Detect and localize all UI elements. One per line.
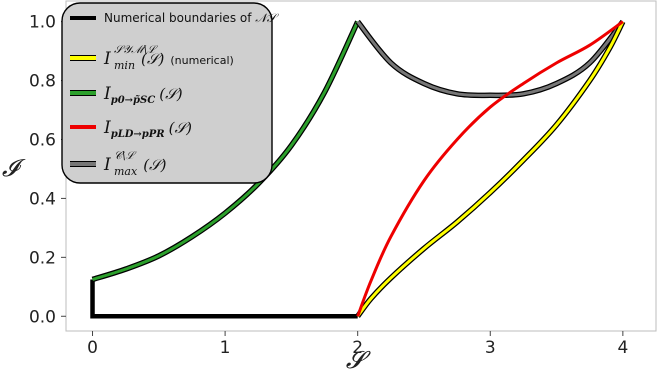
legend-label-subscript: pLD→pPR	[111, 129, 165, 140]
legend-label-main: I	[103, 49, 111, 69]
series-i-p0-psc	[91, 20, 361, 283]
series-layer	[90, 19, 626, 319]
legend-label-args: (𝒮)	[143, 156, 166, 174]
legend-label-main: I	[103, 84, 111, 104]
legend-label: I 𝒮𝒴ℳ\ℒ min (𝒮) (numerical)	[103, 43, 234, 72]
legend-label-args: (𝒮)	[141, 50, 164, 68]
legend-label-superscript: 𝒮𝒴ℳ\ℒ	[114, 43, 158, 56]
y-tick-label: 0.4	[29, 189, 56, 209]
series-i-max	[355, 19, 626, 99]
x-tick-label: 0	[87, 338, 98, 358]
x-tick-label: 2	[352, 338, 363, 358]
legend-label-args: (𝒮)	[169, 119, 192, 137]
legend-item-3: Ip0→p̃SC (𝒮)	[70, 84, 183, 106]
series-numerical-boundaries-line	[90, 279, 358, 319]
y-tick-label: 0.8	[29, 72, 56, 92]
legend-label-main: I	[103, 155, 111, 175]
legend: Numerical boundaries of 𝒩𝒮I 𝒮𝒴ℳ\ℒ min (𝒮) (n…	[61, 2, 280, 184]
legend-label-subscript: max	[114, 165, 138, 178]
legend-label-main: Numerical boundaries of	[104, 11, 255, 25]
series-i-max-line	[356, 20, 625, 97]
legend-item-4: IpLD→pPR (𝒮)	[70, 118, 192, 140]
legend-label: I 𝒞\ℒ max (𝒮)	[103, 149, 167, 178]
y-axis-label: 𝓘	[2, 154, 26, 182]
legend-item-1: Numerical boundaries of 𝒩𝒮	[70, 11, 280, 25]
legend-label-subscript: min	[114, 59, 135, 72]
legend-label: IpLD→pPR (𝒮)	[103, 118, 192, 140]
legend-item-5: I 𝒞\ℒ max (𝒮)	[70, 149, 167, 178]
legend-label-note: (numerical)	[170, 54, 233, 67]
x-axis-label: 𝓢	[346, 346, 372, 373]
series-i-min-sym-line	[356, 20, 625, 318]
series-i-p0-psc-line	[92, 20, 360, 281]
series-i-min-sym	[355, 20, 626, 318]
ticks: 0 1 2 3 4 0.0 0.2 0.4 0.6 0.8 1.0	[29, 13, 628, 358]
series-i-max-outline	[355, 19, 626, 99]
x-tick-label: 3	[485, 338, 496, 358]
legend-label-args: (𝒮)	[159, 85, 182, 103]
legend-label-subscript: p0→p̃SC	[111, 95, 156, 106]
series-i-pld-ppr-line	[356, 20, 624, 317]
y-tick-label: 0.2	[29, 248, 56, 268]
legend-label-superscript: 𝒞\ℒ	[114, 149, 137, 162]
y-tick-label: 0.6	[29, 130, 56, 150]
legend-label-symbol: 𝒩𝒮	[255, 11, 279, 25]
legend-label: Ip0→p̃SC (𝒮)	[103, 84, 183, 106]
legend-box	[61, 2, 273, 184]
series-i-pld-ppr	[356, 20, 624, 317]
x-tick-label: 4	[617, 338, 628, 358]
legend-item-2: I 𝒮𝒴ℳ\ℒ min (𝒮) (numerical)	[70, 43, 234, 72]
legend-label: Numerical boundaries of 𝒩𝒮	[104, 11, 280, 25]
series-numerical-boundaries	[90, 279, 358, 319]
legend-label-main: I	[103, 118, 111, 138]
y-tick-label: 0.0	[29, 307, 56, 327]
y-tick-label: 1.0	[29, 13, 56, 33]
x-tick-label: 1	[220, 338, 231, 358]
